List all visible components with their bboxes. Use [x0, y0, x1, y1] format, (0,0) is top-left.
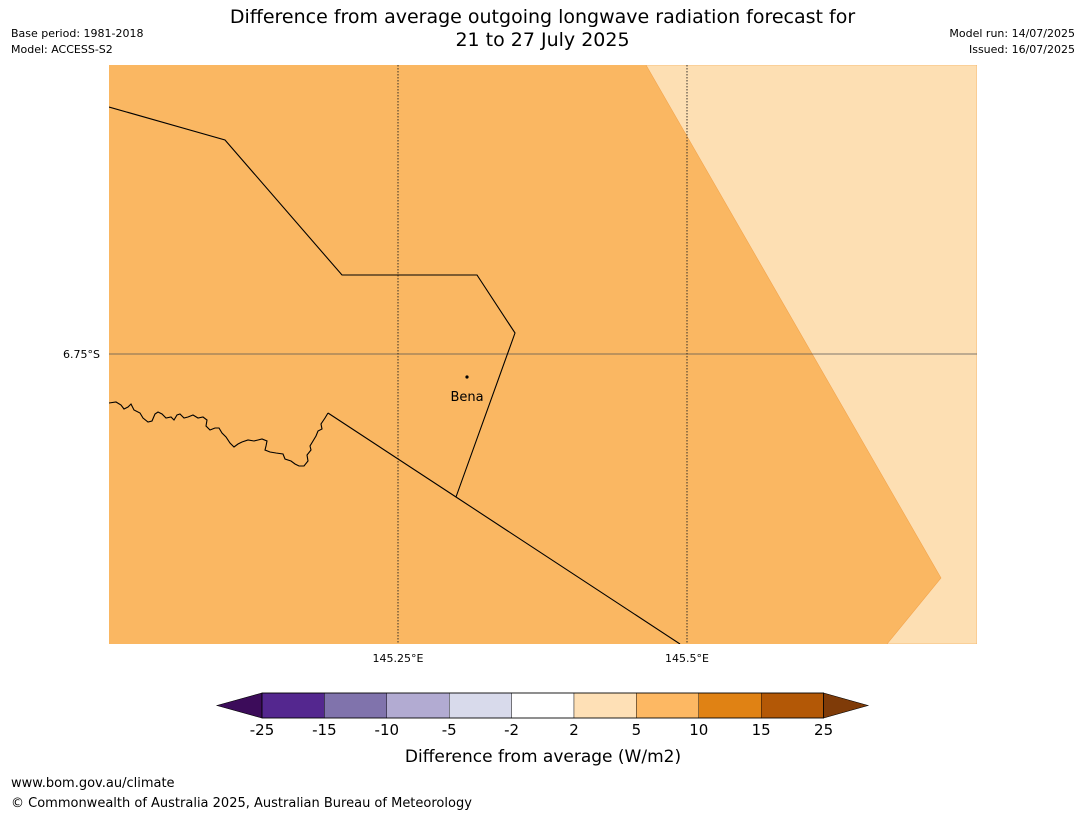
- map-title: Difference from average outgoing longwav…: [0, 6, 1085, 52]
- footer-copyright: © Commonwealth of Australia 2025, Austra…: [11, 796, 472, 811]
- metadata-right: Model run: 14/07/2025 Issued: 16/07/2025: [949, 26, 1075, 58]
- colorbar-segment: [324, 692, 387, 719]
- map-area: Bena: [109, 65, 977, 644]
- footer: www.bom.gov.au/climate © Commonwealth of…: [11, 774, 472, 814]
- colorbar-label: Difference from average (W/m2): [405, 747, 681, 767]
- colorbar-segment: [511, 692, 575, 719]
- issued-text: Issued: 16/07/2025: [968, 43, 1075, 56]
- forecast-fill-2-5: [645, 65, 977, 644]
- title-line-1: Difference from average outgoing longwav…: [229, 6, 856, 28]
- colorbar-extend-high: [823, 692, 870, 719]
- colorbar-segment: [261, 692, 325, 719]
- colorbar-segment: [636, 692, 700, 719]
- colorbar-outline: [261, 692, 824, 719]
- colorbar-tick-label: 2: [569, 721, 579, 739]
- coastline: [109, 401, 329, 467]
- colorbar-tick-label: -25: [250, 721, 275, 739]
- bena-marker: [465, 375, 469, 379]
- colorbar-tick-label: -2: [504, 721, 519, 739]
- metadata-left: Base period: 1981-2018 Model: ACCESS-S2: [11, 26, 143, 58]
- colorbar-segment: [449, 692, 512, 719]
- boundary-lines: [109, 106, 681, 644]
- footer-url: www.bom.gov.au/climate: [11, 776, 175, 791]
- longitude-label-1: 145.25°E: [373, 652, 424, 665]
- model-run-text: Model run: 14/07/2025: [949, 27, 1075, 40]
- title-line-2: 21 to 27 July 2025: [455, 29, 630, 51]
- model-text: Model: ACCESS-S2: [11, 43, 113, 56]
- colorbar-tick-label: -5: [442, 721, 457, 739]
- colorbar-segment: [698, 692, 762, 719]
- colorbar-tick-label: 15: [752, 721, 771, 739]
- latitude-label: 6.75°S: [63, 348, 100, 361]
- longitude-label-2: 145.5°E: [665, 652, 709, 665]
- colorbar-tick-label: 25: [814, 721, 833, 739]
- province-boundary-south: [327, 412, 681, 644]
- colorbar: -25 -15 -10 -5 -2 2 5 10 15 25: [215, 692, 870, 739]
- colorbar-tick-label: 10: [689, 721, 708, 739]
- colorbar-tick-label: 5: [632, 721, 642, 739]
- province-boundary-north: [109, 106, 516, 498]
- colorbar-segment: [761, 692, 824, 719]
- colorbar-segment: [386, 692, 450, 719]
- colorbar-tick-label: -15: [312, 721, 337, 739]
- colorbar-tick-label: -10: [375, 721, 400, 739]
- colorbar-segment: [573, 692, 637, 719]
- place-label-bena: Bena: [450, 390, 483, 405]
- base-period-text: Base period: 1981-2018: [11, 27, 144, 40]
- colorbar-extend-low: [215, 692, 263, 719]
